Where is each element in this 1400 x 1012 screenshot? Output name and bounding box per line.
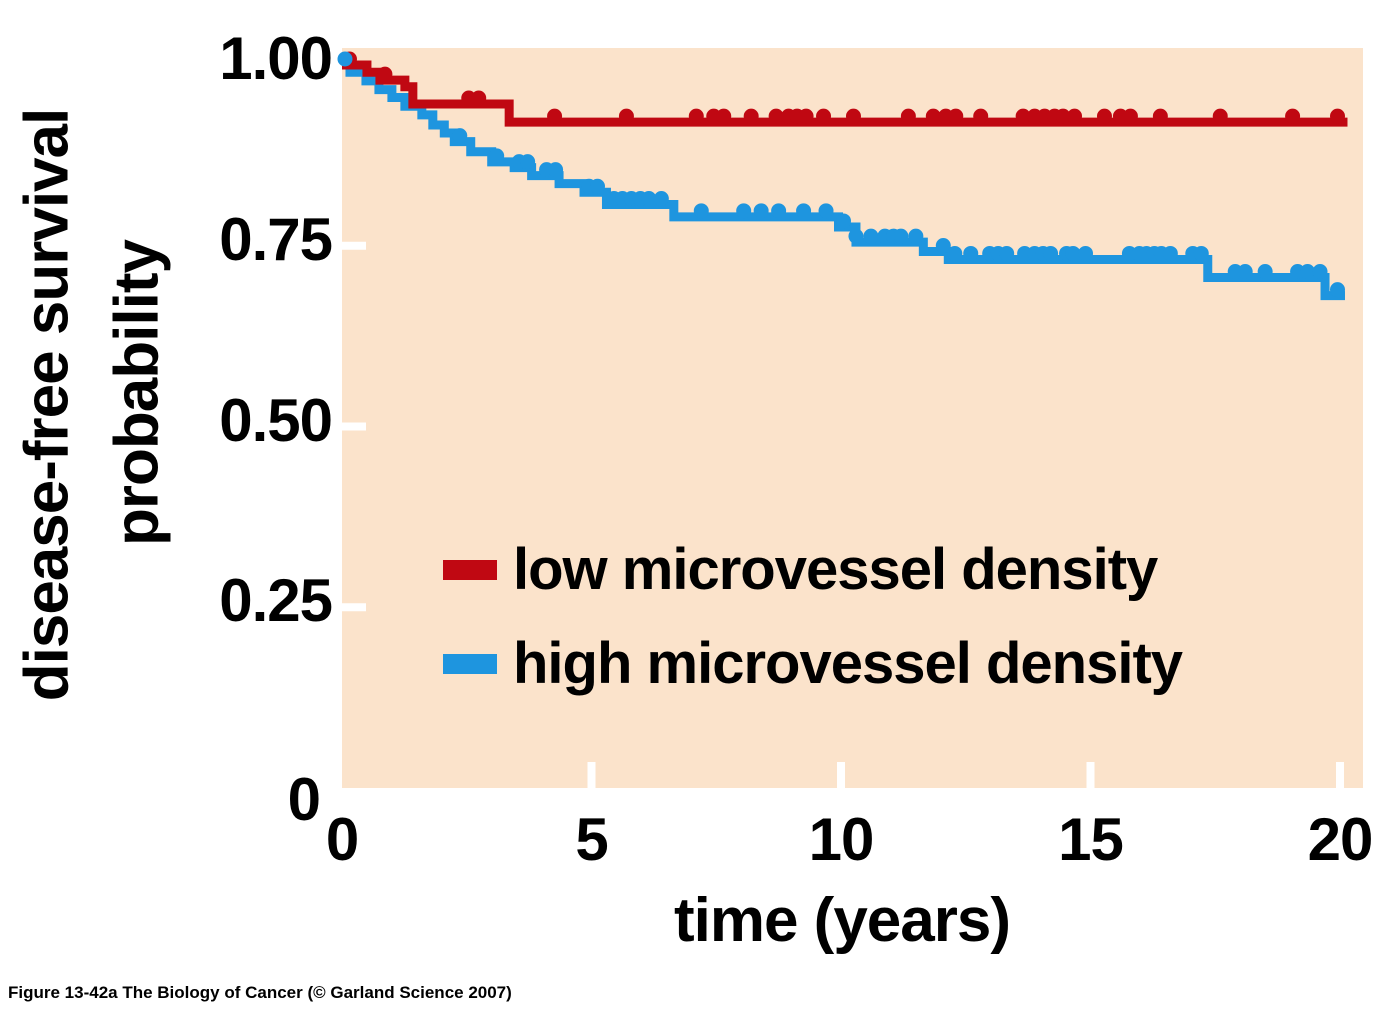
censor-mark-high [1237,264,1253,280]
y-tick-label: 0 [287,766,321,833]
censor-mark-low [1067,108,1083,124]
censor-mark-high [1193,245,1209,261]
censor-mark-high [848,228,864,244]
censor-mark-low [471,90,487,106]
censor-mark-high [796,203,812,219]
legend-item-low-microvessel-density: low microvessel density [443,537,1158,602]
curve-low-microvessel-density [342,60,1348,127]
x-tick-label: 10 [808,806,875,873]
censor-mark-high [1330,282,1346,298]
y-tick-label: 0.25 [219,567,333,635]
x-axis-title: time (years) [673,886,1011,955]
censor-mark-high [589,178,605,194]
censor-mark-high [947,245,963,261]
y-axis-title-line1: disease-free survival [12,108,82,702]
censor-mark-high [1300,264,1316,280]
legend-swatch-low-icon [443,560,497,580]
censor-mark-low [900,108,916,124]
censor-mark-low [716,108,732,124]
censor-mark-low [798,108,814,124]
x-tick-label: 20 [1307,806,1374,873]
censor-mark-high [520,154,536,170]
censor-mark-high [736,203,752,219]
censor-mark-high [771,203,787,219]
x-tick-label: 5 [575,806,608,873]
figure-caption: Figure 13-42a The Biology of Cancer (© G… [8,983,512,1002]
censor-mark-high [1257,264,1273,280]
censor-mark-low [768,108,784,124]
censor-mark-high [452,128,468,144]
x-axis-tick-mark [837,762,845,788]
censor-mark-low [618,108,634,124]
y-tick-label: 1.00 [219,25,333,92]
y-tick-label: 0.75 [219,205,333,273]
censor-mark-low [973,108,989,124]
y-tick-label: 0.50 [219,386,333,454]
censor-mark-low [377,66,393,82]
y-axis-tick-mark [342,241,366,250]
censor-mark-high [963,245,979,261]
censor-mark-low [1152,108,1168,124]
censor-mark-high [999,245,1015,261]
censor-mark-high [893,228,909,244]
censor-mark-high [653,191,669,207]
censor-mark-high [1078,245,1094,261]
censor-mark-low [845,108,861,124]
censor-mark-high [489,148,505,164]
x-axis-tick-mark [587,762,596,788]
legend-label-high: high microvessel density [513,631,1183,696]
censor-mark-high [1162,245,1178,261]
censor-mark-low [1055,108,1071,124]
y-axis-title-line2: probability [102,240,172,546]
censor-mark-high [935,238,951,254]
censor-mark-low [1096,108,1112,124]
censor-mark-high [693,203,709,219]
censor-mark-low [1285,108,1301,124]
censor-mark-low [1330,108,1346,124]
x-axis-tick-mark [1086,762,1095,788]
legend-swatch-high-icon [443,654,497,674]
censor-mark-low [547,108,563,124]
censor-mark-high [1312,264,1328,280]
censor-mark-high [1043,245,1059,261]
censor-mark-low [1212,108,1228,124]
censor-mark-low [743,108,759,124]
censor-mark-high [863,228,879,244]
censor-mark-low [948,108,964,124]
censor-mark-high [835,213,851,229]
y-axis-tick-mark [342,422,366,431]
censor-mark-low [688,108,704,124]
x-tick-label: 0 [325,806,359,873]
x-tick-label: 15 [1058,806,1124,873]
censor-mark-low [925,108,941,124]
censor-mark-low [1015,108,1031,124]
censor-mark-high [641,191,657,207]
censor-mark-low [1122,108,1138,124]
censor-mark-high [818,203,834,219]
legend-label-low: low microvessel density [513,537,1158,602]
legend-item-high-microvessel-density: high microvessel density [443,631,1183,696]
y-axis-tick-mark [342,603,366,612]
censor-mark-high [337,51,353,67]
censor-mark-high [548,162,564,178]
censor-mark-high [1065,245,1081,261]
censor-mark-high [753,203,769,219]
censor-mark-low [816,108,832,124]
censor-mark-high [908,228,924,244]
x-axis-tick-mark [1336,762,1344,788]
